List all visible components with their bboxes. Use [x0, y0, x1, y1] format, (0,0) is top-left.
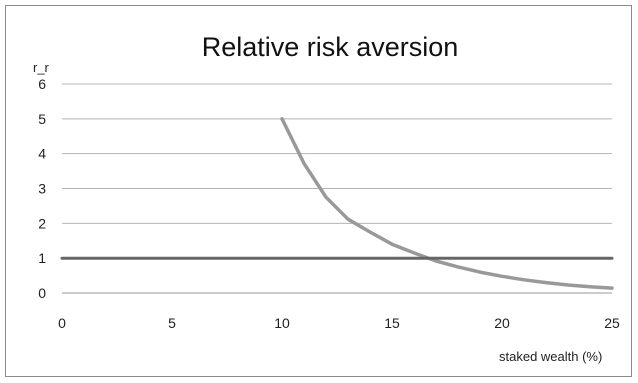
x-tick-label: 15 — [384, 315, 400, 331]
series-lines — [60, 117, 614, 290]
y-tick-label: 2 — [38, 215, 46, 231]
series-line-curve — [280, 117, 614, 290]
y-tick-label: 4 — [38, 146, 46, 162]
x-tick-label: 5 — [168, 315, 176, 331]
chart-border — [5, 5, 632, 377]
y-axis-label: r_r — [33, 60, 50, 75]
x-axis-label: staked wealth (%) — [499, 349, 602, 364]
x-tick-label: 0 — [58, 315, 66, 331]
y-tick-label: 1 — [38, 250, 46, 266]
y-tick-label: 6 — [38, 76, 46, 92]
x-tick-labels: 0 5 10 15 20 25 — [58, 315, 620, 331]
y-tick-label: 0 — [38, 285, 46, 301]
x-tick-label: 10 — [274, 315, 290, 331]
y-tick-labels: 0 1 2 3 4 5 6 — [38, 76, 46, 301]
x-tick-label: 20 — [494, 315, 510, 331]
y-tick-label: 5 — [38, 111, 46, 127]
chart-title: Relative risk aversion — [202, 32, 459, 62]
x-tick-label: 25 — [604, 315, 620, 331]
y-tick-label: 3 — [38, 181, 46, 197]
